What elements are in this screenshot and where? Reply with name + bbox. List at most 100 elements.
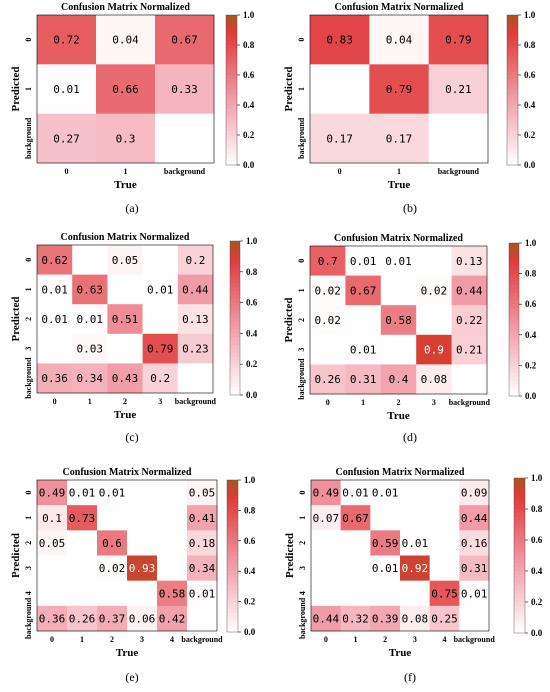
panel-d-colorbar-tick: 0.6 bbox=[525, 299, 537, 309]
panel-e-cell bbox=[67, 580, 98, 607]
panel-c-colorbar-segment bbox=[230, 341, 240, 346]
panel-d-colorbar-segment bbox=[509, 369, 519, 374]
panel-f-cell bbox=[370, 480, 401, 506]
panel-b-colorbar-segment bbox=[507, 52, 518, 57]
panel-d-colorbar-segment bbox=[509, 308, 519, 313]
panel-e-cell bbox=[37, 505, 68, 531]
panel-b-y-tick: 0 bbox=[297, 38, 306, 42]
panel-a-colorbar-segment bbox=[226, 131, 237, 136]
panel-d-colorbar-segment bbox=[509, 338, 519, 343]
panel-a-cell-value: 0.3 bbox=[116, 132, 136, 145]
panel-a-colorbar-segment bbox=[226, 71, 237, 76]
panel-a-colorbar-segment bbox=[226, 127, 237, 132]
panel-c-colorbar-segment bbox=[230, 279, 240, 284]
panel-d-cell-value: 0.01 bbox=[350, 344, 377, 357]
panel-c-colorbar-tick: 0.4 bbox=[246, 328, 258, 338]
panel-d-cell bbox=[310, 275, 346, 306]
panel-b-colorbar-segment bbox=[507, 101, 518, 106]
panel-c-cell bbox=[37, 274, 73, 305]
panel-c-colorbar-segment bbox=[230, 256, 240, 261]
panel-a-colorbar-tick: 0.8 bbox=[243, 40, 255, 50]
panel-f-colorbar-segment bbox=[514, 489, 525, 494]
panel-e-colorbar-segment bbox=[227, 628, 238, 633]
panel-f-colorbar-segment bbox=[514, 485, 525, 491]
panel-d-x-tick: 3 bbox=[432, 398, 436, 407]
panel-b-colorbar-segment bbox=[507, 41, 518, 46]
panel-f-colorbar-segment bbox=[514, 582, 525, 587]
panel-b-colorbar-segment bbox=[507, 63, 518, 68]
panel-d-cell-value: 0.31 bbox=[350, 373, 377, 386]
panel-e-cell bbox=[157, 530, 188, 556]
panel-a-colorbar-frame bbox=[225, 14, 238, 166]
panel-f-cell bbox=[311, 505, 341, 531]
panel-d-colorbar-segment bbox=[509, 388, 519, 393]
panel-c-colorbar-segment bbox=[230, 368, 240, 373]
panel-a-colorbar-segment bbox=[226, 161, 237, 166]
panel-a-cell bbox=[37, 15, 97, 65]
panel-e-colorbar-frame bbox=[226, 479, 239, 633]
panel-b-cell-value: 0.79 bbox=[386, 83, 413, 96]
panel-c-cell bbox=[177, 333, 214, 364]
panel-d-colorbar-segment bbox=[509, 246, 519, 252]
panel-d-colorbar-segment bbox=[509, 300, 519, 305]
panel-a-colorbar-segment bbox=[226, 146, 237, 151]
panel-c-colorbar-segment bbox=[230, 379, 240, 384]
panel-c-cell-value: 0.43 bbox=[112, 372, 139, 385]
panel-c-cell bbox=[142, 304, 179, 335]
panel-d-cell-value: 0.08 bbox=[421, 373, 448, 386]
panel-e-colorbar-segment bbox=[227, 529, 238, 534]
panel-b-frame bbox=[309, 14, 489, 164]
panel-d-x-tick: 1 bbox=[361, 398, 365, 407]
panel-d-colorbar-segment bbox=[509, 361, 519, 366]
panel-b-colorbar-segment bbox=[507, 15, 518, 20]
panel-a-y-tick: 1 bbox=[24, 87, 33, 91]
panel-b-colorbar-segment bbox=[507, 90, 518, 95]
panel-a-colorbar-segment bbox=[226, 56, 237, 61]
panel-e-cell bbox=[67, 605, 98, 632]
panel-b-colorbar-segment bbox=[507, 37, 518, 42]
panel-e-cell bbox=[187, 480, 218, 506]
panel-a-colorbar-segment bbox=[226, 63, 237, 68]
panel-c-x-tick: background bbox=[175, 397, 217, 406]
panel-c-colorbar-segment bbox=[230, 391, 240, 396]
panel-c-colorbar-tick: 0.8 bbox=[246, 267, 258, 277]
panel-c-colorbar-segment bbox=[230, 375, 240, 380]
panel-e-colorbar-segment bbox=[227, 563, 238, 568]
panel-f-colorbar-segment bbox=[514, 609, 525, 615]
panel-f-colorbar-tick: 0.4 bbox=[531, 566, 543, 576]
panel-b-colorbar-segment bbox=[507, 131, 518, 136]
panel-e-cell-value: 0.73 bbox=[69, 512, 96, 525]
panel-c-colorbar-segment bbox=[230, 241, 240, 246]
panel-c-cell-value: 0.63 bbox=[77, 283, 104, 296]
panel-f-colorbar-segment bbox=[514, 497, 525, 502]
panel-d-colorbar-segment bbox=[509, 277, 519, 282]
panel-a-colorbar-segment bbox=[226, 52, 237, 57]
panel-f-cell-value: 0.07 bbox=[313, 512, 340, 525]
panel-c-colorbar-segment bbox=[230, 287, 240, 292]
panel-e-y-tick: 4 bbox=[24, 591, 33, 595]
panel-c-cell bbox=[177, 245, 214, 275]
panel-d-colorbar-segment bbox=[509, 380, 519, 385]
panel-f-colorbar-tick: 0.0 bbox=[531, 628, 543, 638]
panel-b-cell bbox=[369, 15, 429, 65]
panel-e-colorbar-segment bbox=[227, 537, 238, 542]
panel-f-colorbar-segment bbox=[514, 505, 525, 510]
panel-d-y-tick: 0 bbox=[297, 259, 306, 263]
panel-d-cell-value: 0.22 bbox=[456, 314, 483, 327]
panel-d-cell bbox=[416, 364, 452, 395]
panel-a-cell-value: 0.67 bbox=[171, 34, 198, 47]
panel-d-cell-value: 0.58 bbox=[385, 314, 412, 327]
panel-d-colorbar-segment bbox=[509, 327, 519, 332]
panel-d-colorbar-segment bbox=[509, 311, 519, 317]
panel-d-colorbar-segment bbox=[509, 288, 519, 294]
panel-c-colorbar-tick: 0.6 bbox=[246, 298, 258, 308]
panel-c-colorbar-segment bbox=[230, 325, 240, 330]
panel-c-cell bbox=[72, 245, 108, 275]
panel-d-x-tick: 0 bbox=[326, 398, 330, 407]
panel-c-cell bbox=[37, 363, 73, 394]
panel-f-x-tick: 3 bbox=[413, 635, 417, 644]
panel-f-cell bbox=[429, 605, 460, 632]
panel-d-cell-value: 0.67 bbox=[350, 284, 377, 297]
panel-e-colorbar-segment bbox=[227, 578, 238, 583]
panel-e-frame bbox=[36, 479, 218, 632]
